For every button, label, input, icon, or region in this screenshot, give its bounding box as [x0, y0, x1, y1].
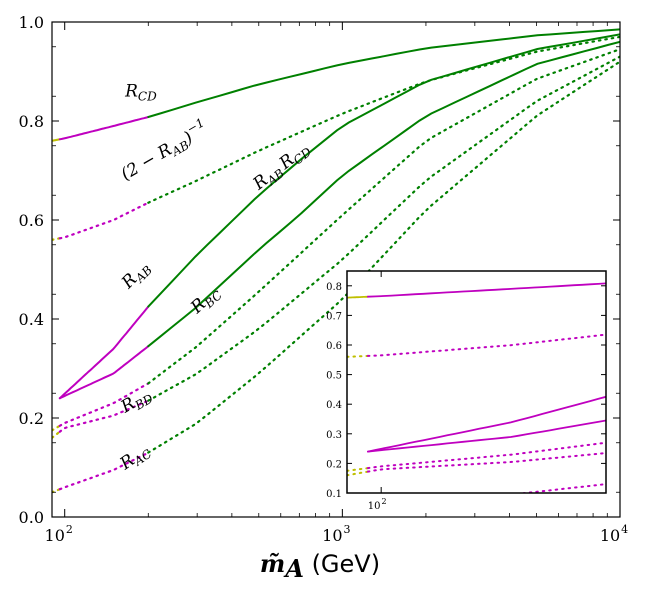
series-line-6-seg-2: [147, 60, 620, 454]
inset-y-tick-label-0: 0.1: [326, 489, 342, 500]
series-line-5-seg-2: [147, 55, 620, 402]
x-axis-unit: (GeV): [304, 550, 380, 578]
y-tick-label-4: 0.8: [19, 112, 44, 131]
inset-y-tick-label-3: 0.4: [326, 400, 342, 411]
series-line-1-seg-1: [58, 305, 150, 400]
series-line-1-seg-2: [147, 33, 620, 308]
annotation-rcd: RCD: [124, 81, 157, 103]
y-tick-label-0: 0.0: [19, 508, 44, 527]
series-line-3-seg-2: [147, 35, 620, 204]
series-line-2-seg-1: [58, 345, 150, 400]
inset-y-tick-label-1: 0.2: [326, 459, 342, 470]
series-line-0-seg-2: [147, 28, 620, 118]
y-tick-label-5: 1.0: [19, 13, 44, 32]
series-line-4-seg-0: [52, 424, 61, 432]
series-line-3-seg-0: [52, 237, 61, 241]
plot-frame: [51, 21, 621, 518]
inset-series-group: [347, 282, 606, 493]
inset-series-line-5-seg-1: [366, 452, 606, 473]
series-line-4-seg-2: [147, 48, 620, 385]
series-group: [52, 28, 620, 494]
series-line-3-seg-1: [58, 201, 150, 240]
inset-series-line-0-seg-0: [347, 295, 369, 299]
series-line-6-seg-0: [52, 488, 61, 494]
series-line-0-seg-1: [58, 116, 150, 141]
y-tick-label-3: 0.6: [19, 211, 44, 230]
series-line-0-seg-0: [52, 138, 61, 142]
series-line-5-seg-0: [52, 430, 61, 439]
inset-series-line-2-seg-1: [367, 419, 606, 453]
svg-text:m̃A (GeV): m̃A (GeV): [260, 549, 380, 583]
y-tick-label-1: 0.2: [19, 409, 44, 428]
series-line-2-seg-2: [147, 40, 620, 348]
inset-series-line-4-seg-1: [366, 441, 606, 470]
series-line-5-seg-1: [58, 399, 150, 433]
inset-y-tick-label-4: 0.5: [326, 371, 342, 382]
inset-background: [347, 271, 606, 493]
inset-frame: [346, 270, 607, 494]
inset-y-tick-label-7: 0.8: [326, 282, 342, 293]
inset-series-line-0-seg-1: [367, 282, 606, 298]
x-axis-subscript: A: [283, 554, 304, 583]
series-line-6-seg-1: [58, 451, 150, 491]
y-tick-label-2: 0.4: [19, 310, 44, 329]
inset-y-tick-label-6: 0.7: [326, 311, 342, 322]
x-axis-symbol: m̃: [260, 549, 285, 578]
inset-y-tick-label-2: 0.3: [326, 430, 342, 441]
inset-y-tick-label-5: 0.6: [326, 341, 342, 352]
inset-series-line-1-seg-1: [367, 395, 606, 453]
x-axis-title: m̃A (GeV): [260, 549, 380, 583]
inset-series-line-3-seg-1: [366, 333, 606, 357]
series-line-4-seg-1: [58, 382, 150, 427]
